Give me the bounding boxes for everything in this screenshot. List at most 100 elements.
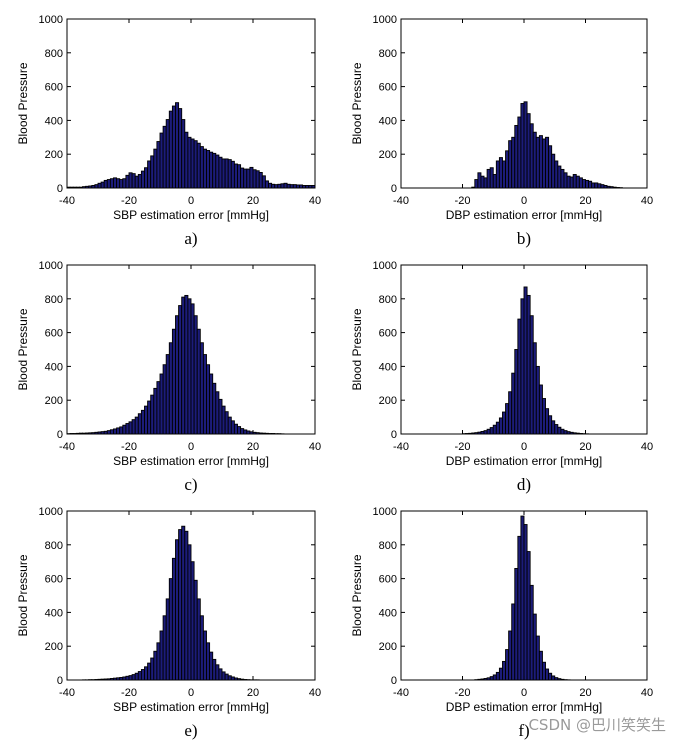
y-tick-label: 1000 bbox=[373, 260, 397, 272]
histogram-bar bbox=[532, 131, 537, 189]
histogram-bar bbox=[465, 433, 470, 435]
y-tick-label: 400 bbox=[379, 607, 397, 619]
histogram-bar bbox=[498, 417, 503, 435]
histogram-bar bbox=[505, 403, 510, 435]
panel-label: b) bbox=[517, 229, 531, 248]
histogram-bar bbox=[175, 539, 180, 681]
histogram-bar bbox=[548, 145, 553, 189]
histogram-bar bbox=[230, 676, 235, 681]
x-axis-label: DBP estimation error [mmHg] bbox=[446, 208, 603, 222]
x-tick-label: -20 bbox=[121, 195, 137, 207]
histogram-bar bbox=[196, 328, 201, 435]
y-tick-label: 600 bbox=[379, 574, 397, 586]
histogram-bar bbox=[591, 182, 596, 189]
histogram-bar bbox=[147, 400, 152, 435]
histogram-bar bbox=[134, 416, 139, 435]
histogram-bar bbox=[144, 666, 149, 681]
x-tick-label: 20 bbox=[579, 441, 591, 453]
histogram-bar bbox=[268, 433, 273, 435]
histogram-bar bbox=[563, 172, 568, 189]
histogram-bar bbox=[190, 138, 195, 189]
histogram-bar bbox=[545, 408, 550, 435]
y-tick-label: 400 bbox=[45, 607, 63, 619]
y-tick-label: 400 bbox=[45, 115, 63, 127]
x-tick-label: 20 bbox=[579, 195, 591, 207]
histogram-bar bbox=[240, 428, 245, 435]
histogram-bar bbox=[268, 182, 273, 189]
histogram-bar bbox=[557, 165, 562, 189]
histogram-bar bbox=[508, 630, 513, 681]
histogram-bar bbox=[505, 649, 510, 681]
x-axis-label: SBP estimation error [mmHg] bbox=[113, 208, 269, 222]
histogram-bar bbox=[109, 178, 114, 189]
histogram-bar bbox=[292, 184, 297, 189]
histogram-bar bbox=[187, 298, 192, 435]
y-tick-label: 800 bbox=[379, 48, 397, 60]
y-tick-label: 0 bbox=[57, 675, 63, 687]
histogram-bar bbox=[554, 424, 559, 435]
histogram-bar bbox=[196, 598, 201, 681]
histogram-bar bbox=[75, 432, 80, 435]
histogram-bar bbox=[477, 678, 482, 681]
histogram-bar bbox=[502, 660, 507, 681]
histogram-bars bbox=[462, 286, 590, 435]
histogram-bar bbox=[131, 173, 136, 189]
histogram-bar bbox=[489, 427, 494, 435]
histogram-bar bbox=[150, 657, 155, 681]
histogram-bar bbox=[495, 160, 500, 189]
histogram-bar bbox=[508, 391, 513, 435]
histogram-bar bbox=[526, 551, 531, 681]
histogram-bar bbox=[554, 677, 559, 681]
panel-label: f) bbox=[518, 721, 529, 740]
histogram-bar bbox=[178, 529, 183, 681]
histogram-bar bbox=[119, 179, 124, 189]
histogram-bar bbox=[535, 635, 540, 681]
histogram-bar bbox=[224, 673, 229, 681]
histogram-bar bbox=[199, 615, 204, 681]
y-tick-label: 200 bbox=[45, 395, 63, 407]
histogram-bar bbox=[264, 432, 269, 435]
histogram-bar bbox=[495, 671, 500, 681]
csdn-watermark: CSDN @巴川笑笑生 bbox=[528, 716, 666, 734]
x-tick-label: -20 bbox=[455, 195, 471, 207]
histogram-bar bbox=[156, 141, 161, 189]
histogram-bar bbox=[230, 420, 235, 435]
x-axis-label: SBP estimation error [mmHg] bbox=[113, 700, 269, 714]
x-tick-label: 0 bbox=[188, 687, 194, 699]
histogram-bar bbox=[134, 672, 139, 681]
histogram-bar bbox=[82, 432, 87, 435]
y-tick-label: 200 bbox=[45, 149, 63, 161]
histogram-bar bbox=[572, 432, 577, 435]
histogram-bar bbox=[271, 183, 276, 189]
y-tick-label: 400 bbox=[379, 115, 397, 127]
y-tick-label: 400 bbox=[379, 361, 397, 373]
histogram-bar bbox=[560, 168, 565, 189]
histogram-bar bbox=[106, 678, 111, 681]
histogram-bar bbox=[240, 678, 245, 681]
histogram-bar bbox=[97, 431, 102, 435]
histogram-bar bbox=[97, 678, 102, 681]
histogram-bar bbox=[261, 432, 266, 435]
histogram-bar bbox=[156, 381, 161, 435]
histogram-bar bbox=[140, 669, 145, 681]
y-tick-label: 800 bbox=[379, 294, 397, 306]
histogram-bar bbox=[162, 364, 167, 435]
histogram-bar bbox=[91, 185, 96, 189]
histogram-bar bbox=[224, 158, 229, 189]
histogram-bar bbox=[295, 184, 300, 189]
histogram-bar bbox=[609, 186, 614, 189]
histogram-bar bbox=[514, 125, 519, 189]
histogram-bar bbox=[116, 178, 121, 189]
histogram-bar bbox=[508, 140, 513, 189]
panel-label: a) bbox=[184, 229, 197, 248]
histogram-bar bbox=[237, 164, 242, 189]
histogram-bar bbox=[532, 342, 537, 435]
y-tick-label: 600 bbox=[45, 328, 63, 340]
y-tick-label: 200 bbox=[379, 149, 397, 161]
histogram-bar bbox=[159, 630, 164, 681]
histogram-bar bbox=[246, 168, 251, 189]
histogram-bar bbox=[181, 525, 186, 681]
histogram-bar bbox=[468, 432, 473, 435]
